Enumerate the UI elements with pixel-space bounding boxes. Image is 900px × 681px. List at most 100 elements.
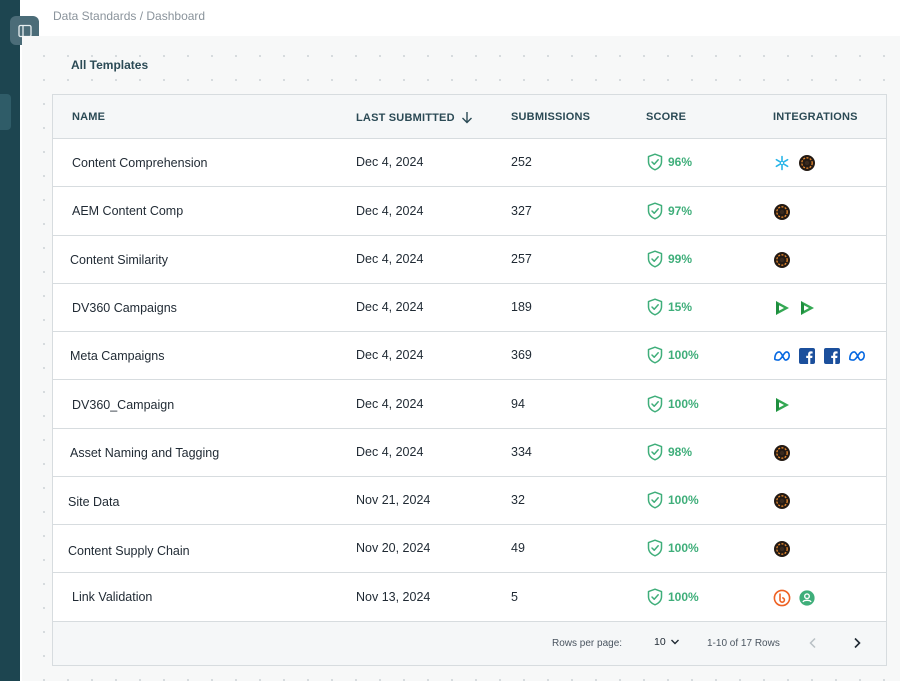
last-submitted-date: Dec 4, 2024 xyxy=(356,252,424,266)
shield-check-icon xyxy=(647,250,663,268)
submissions-count: 49 xyxy=(511,541,525,555)
last-submitted-date: Dec 4, 2024 xyxy=(356,397,424,411)
template-name[interactable]: Link Validation xyxy=(72,590,153,604)
arrow-down-icon[interactable] xyxy=(461,111,473,124)
score-badge: 100% xyxy=(647,539,699,557)
table-row[interactable]: Content Supply Chain Nov 20, 2024 49 100% xyxy=(53,525,886,573)
score-badge: 15% xyxy=(647,298,692,316)
score-value: 97% xyxy=(668,204,693,218)
submissions-count: 257 xyxy=(511,252,532,266)
score-value: 15% xyxy=(668,300,693,314)
score-badge: 98% xyxy=(647,443,692,461)
facebook-icon[interactable] xyxy=(823,347,841,365)
template-name[interactable]: Site Data xyxy=(68,495,120,509)
dv360-icon[interactable] xyxy=(773,396,791,414)
table-pagination: Rows per page: 10 1-10 of 17 Rows xyxy=(53,622,886,665)
templates-table: NAME LAST SUBMITTED SUBMISSIONS SCORE IN… xyxy=(52,94,887,666)
last-submitted-date: Dec 4, 2024 xyxy=(356,204,424,218)
integrations-list xyxy=(773,492,791,510)
dv360-icon[interactable] xyxy=(773,299,791,317)
last-submitted-date: Nov 21, 2024 xyxy=(356,493,431,507)
last-submitted-date: Nov 13, 2024 xyxy=(356,590,431,604)
chevron-right-icon xyxy=(854,637,861,649)
submissions-count: 369 xyxy=(511,348,532,362)
dark-circle-icon[interactable] xyxy=(773,540,791,558)
last-submitted-date: Dec 4, 2024 xyxy=(356,348,424,362)
dark-circle-icon[interactable] xyxy=(773,251,791,269)
table-row[interactable]: DV360_Campaign Dec 4, 2024 94 100% xyxy=(53,381,886,429)
last-submitted-date: Dec 4, 2024 xyxy=(356,300,424,314)
submissions-count: 5 xyxy=(511,590,518,604)
score-badge: 100% xyxy=(647,491,699,509)
table-header: NAME LAST SUBMITTED SUBMISSIONS SCORE IN… xyxy=(53,95,886,139)
left-rail xyxy=(0,0,20,681)
submissions-count: 189 xyxy=(511,300,532,314)
shield-check-icon xyxy=(647,202,663,220)
green-circle-icon[interactable] xyxy=(798,589,816,607)
table-row[interactable]: Content Similarity Dec 4, 2024 257 99% xyxy=(53,236,886,284)
score-badge: 100% xyxy=(647,346,699,364)
template-name[interactable]: AEM Content Comp xyxy=(72,204,184,218)
shield-check-icon xyxy=(647,153,663,171)
template-name[interactable]: Content Supply Chain xyxy=(68,544,190,558)
bitly-icon[interactable] xyxy=(773,589,791,607)
dark-circle-icon[interactable] xyxy=(773,492,791,510)
snowflake-icon[interactable] xyxy=(773,154,791,172)
submissions-count: 252 xyxy=(511,155,532,169)
meta-icon[interactable] xyxy=(773,347,791,365)
integrations-list xyxy=(773,396,791,414)
section-title: All Templates xyxy=(71,58,149,72)
column-header-score[interactable]: SCORE xyxy=(646,111,687,123)
table-row[interactable]: Link Validation Nov 13, 2024 5 100% xyxy=(53,574,886,622)
integrations-list xyxy=(773,589,816,607)
dark-circle-icon[interactable] xyxy=(773,203,791,221)
integrations-list xyxy=(773,540,791,558)
score-value: 100% xyxy=(668,541,699,555)
shield-check-icon xyxy=(647,346,663,364)
shield-check-icon xyxy=(647,395,663,413)
meta-icon[interactable] xyxy=(848,347,866,365)
table-row[interactable]: Asset Naming and Tagging Dec 4, 2024 334 98… xyxy=(53,429,886,477)
template-name[interactable]: Asset Naming and Tagging xyxy=(70,446,220,460)
score-badge: 100% xyxy=(647,588,699,606)
integrations-list xyxy=(773,203,791,221)
last-submitted-date: Dec 4, 2024 xyxy=(356,155,424,169)
score-value: 99% xyxy=(668,252,693,266)
table-row[interactable]: Content Comprehension Dec 4, 2024 252 96% xyxy=(53,139,886,187)
template-name[interactable]: Content Comprehension xyxy=(72,156,208,170)
rows-per-page-select[interactable]: 10 xyxy=(654,636,680,648)
table-row[interactable]: AEM Content Comp Dec 4, 2024 327 97% xyxy=(53,188,886,236)
shield-check-icon xyxy=(647,298,663,316)
dark-circle-icon[interactable] xyxy=(773,444,791,462)
template-name[interactable]: DV360_Campaign xyxy=(72,398,175,412)
table-row[interactable]: DV360 Campaigns Dec 4, 2024 189 15% xyxy=(53,284,886,332)
dark-circle-icon[interactable] xyxy=(798,154,816,172)
column-header-last-submitted[interactable]: LAST SUBMITTED xyxy=(356,111,473,124)
column-header-submissions[interactable]: SUBMISSIONS xyxy=(511,111,591,123)
pagination-range: 1-10 of 17 Rows xyxy=(707,638,780,649)
rail-active-indicator[interactable] xyxy=(0,94,11,130)
template-name[interactable]: DV360 Campaigns xyxy=(72,301,177,315)
score-value: 100% xyxy=(668,590,699,604)
template-name[interactable]: Meta Campaigns xyxy=(70,349,165,363)
template-name[interactable]: Content Similarity xyxy=(70,253,168,267)
last-submitted-date: Dec 4, 2024 xyxy=(356,445,424,459)
table-row[interactable]: Meta Campaigns Dec 4, 2024 369 100% xyxy=(53,332,886,380)
shield-check-icon xyxy=(647,491,663,509)
column-header-name[interactable]: NAME xyxy=(72,111,106,123)
previous-page-button[interactable] xyxy=(804,634,822,652)
dv360-icon[interactable] xyxy=(798,299,816,317)
integrations-list xyxy=(773,299,816,317)
score-badge: 96% xyxy=(647,153,692,171)
rows-per-page-value: 10 xyxy=(654,636,666,648)
submissions-count: 32 xyxy=(511,493,525,507)
score-value: 100% xyxy=(668,397,699,411)
shield-check-icon xyxy=(647,539,663,557)
table-row[interactable]: Site Data Nov 21, 2024 32 100% xyxy=(53,477,886,525)
score-value: 96% xyxy=(668,155,693,169)
rows-per-page-label: Rows per page: xyxy=(552,638,623,649)
column-header-integrations[interactable]: INTEGRATIONS xyxy=(773,111,858,123)
integrations-list xyxy=(773,444,791,462)
facebook-icon[interactable] xyxy=(798,347,816,365)
next-page-button[interactable] xyxy=(848,634,866,652)
